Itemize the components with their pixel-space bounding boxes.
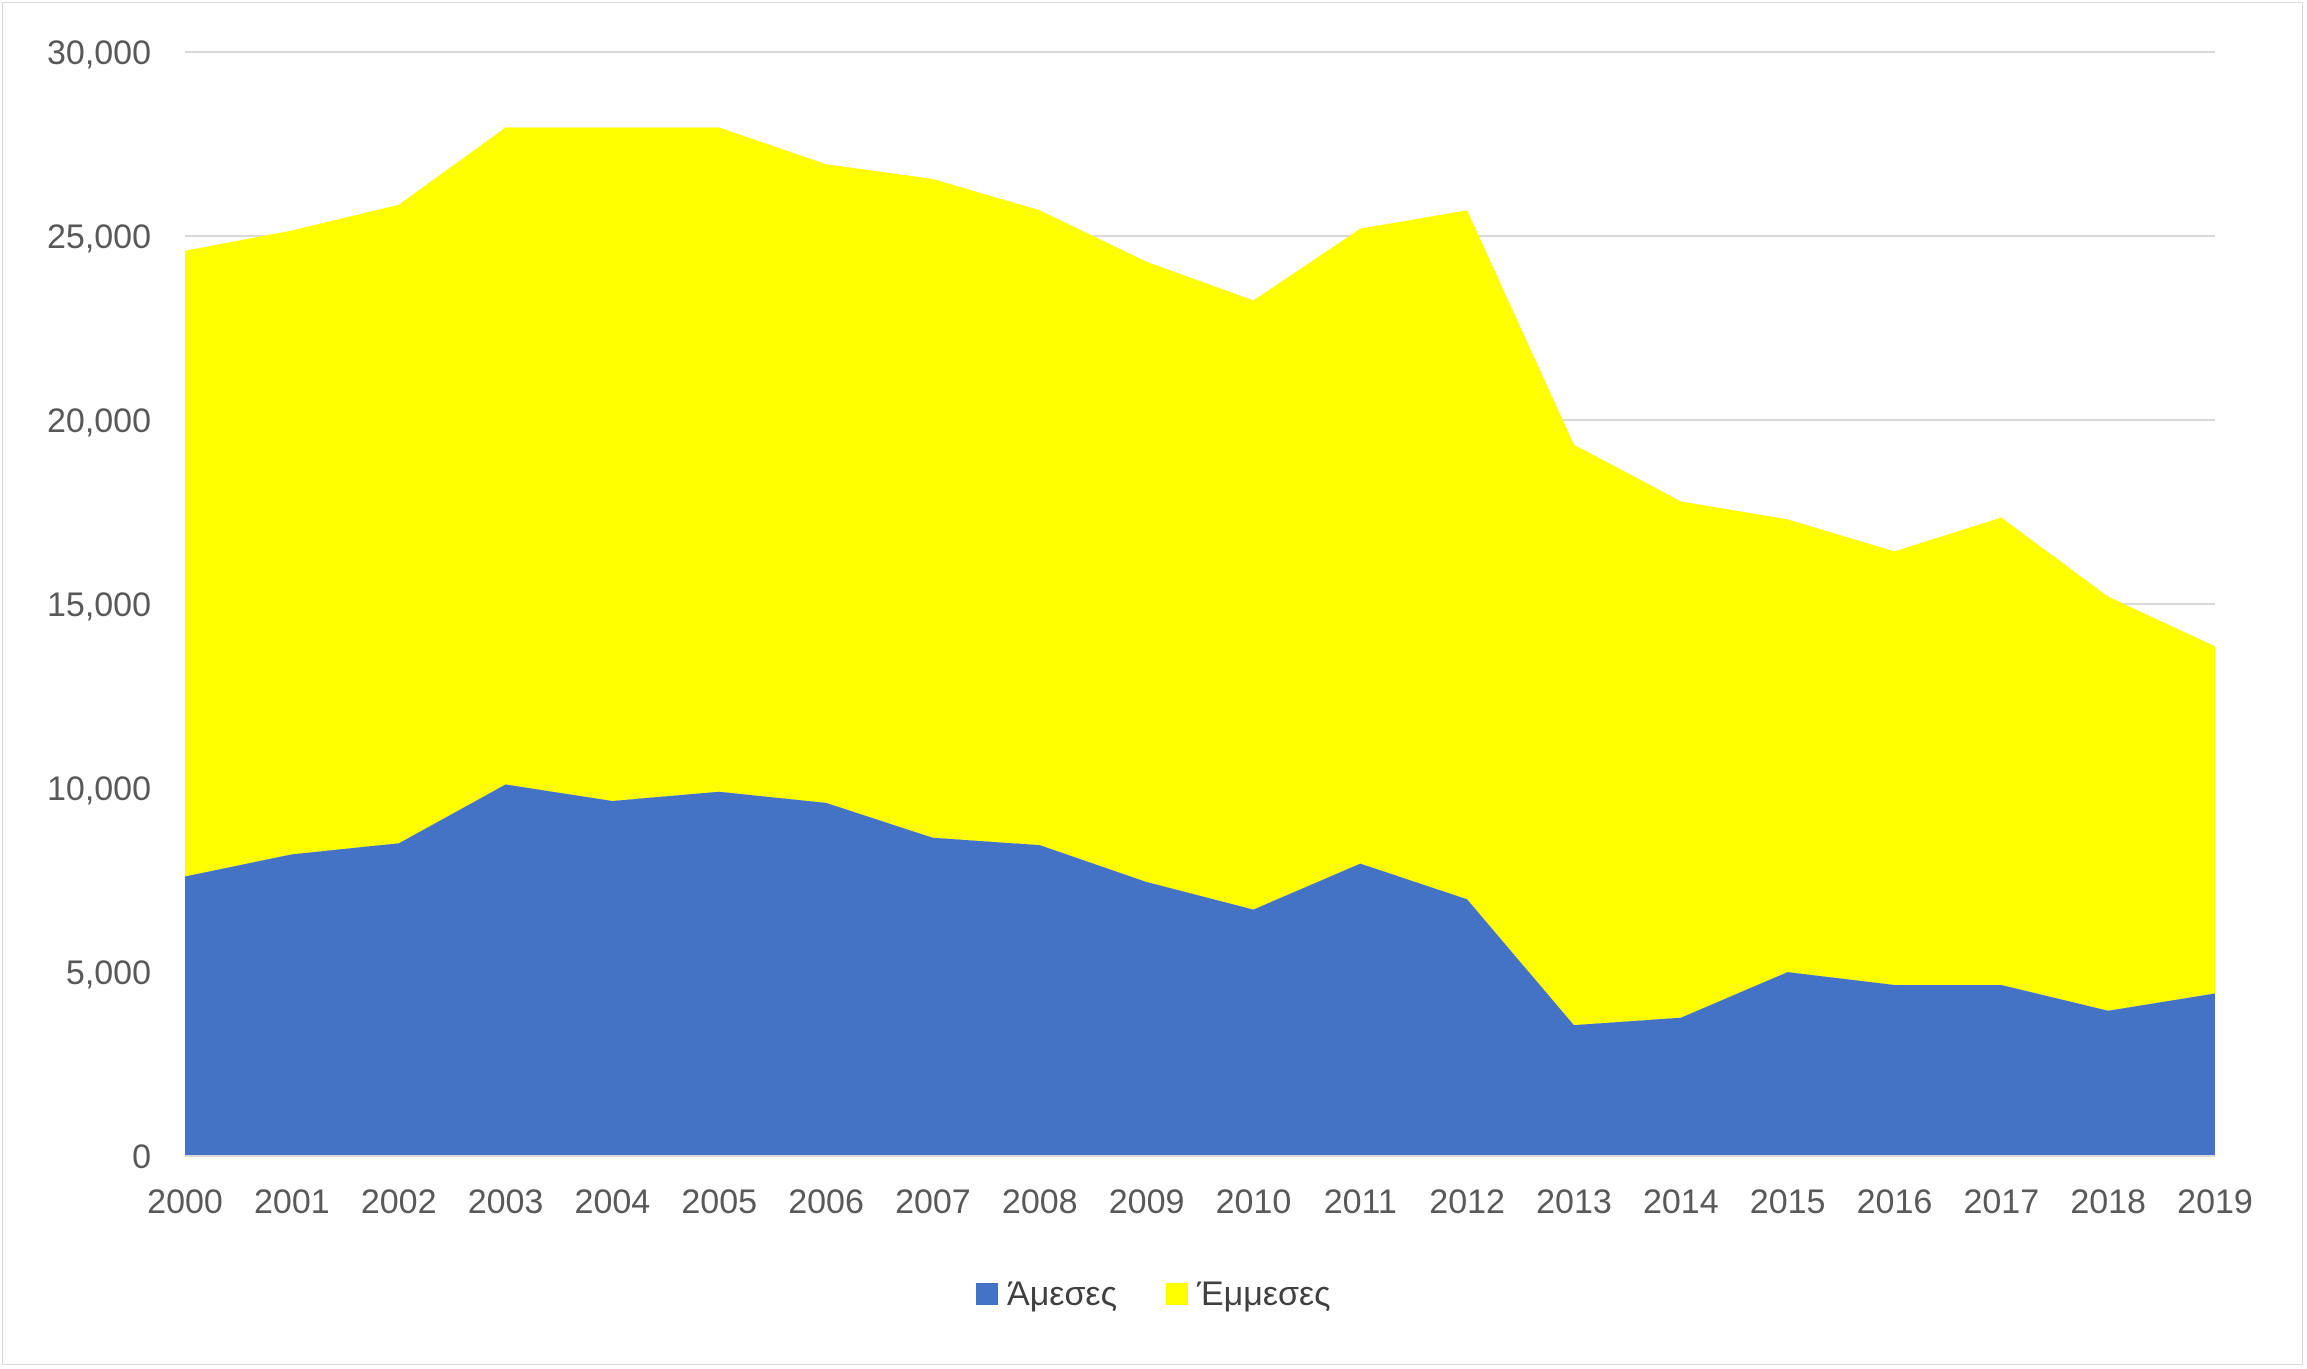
legend-label-direct: Άμεσες — [1007, 1275, 1117, 1313]
x-tick-label: 2016 — [1857, 1183, 1933, 1221]
x-tick-label: 2007 — [895, 1183, 971, 1221]
x-tick-label: 2000 — [147, 1183, 223, 1221]
x-tick-label: 2014 — [1643, 1183, 1719, 1221]
stacked-area-chart: 0 5,000 10,000 15,000 20,000 25,000 30,000 200… — [47, 34, 2253, 1313]
legend-swatch-indirect — [1166, 1283, 1188, 1305]
x-tick-label: 2013 — [1536, 1183, 1612, 1221]
y-tick-label: 25,000 — [47, 218, 151, 256]
y-tick-label: 5,000 — [66, 954, 151, 992]
area-series-layer — [185, 127, 2215, 1157]
area-series-direct — [185, 784, 2215, 1156]
y-tick-label: 15,000 — [47, 586, 151, 624]
x-tick-label: 2019 — [2177, 1183, 2253, 1221]
legend-swatch-direct — [976, 1283, 998, 1305]
x-tick-label: 2002 — [361, 1183, 437, 1221]
y-tick-label: 30,000 — [47, 34, 151, 72]
x-tick-label: 2005 — [681, 1183, 757, 1221]
x-tick-label: 2001 — [254, 1183, 330, 1221]
x-tick-label: 2012 — [1429, 1183, 1505, 1221]
x-tick-label: 2006 — [788, 1183, 864, 1221]
x-tick-label: 2011 — [1324, 1183, 1397, 1221]
x-tick-label: 2004 — [575, 1183, 651, 1221]
x-tick-label: 2018 — [2070, 1183, 2146, 1221]
x-tick-label: 2017 — [1963, 1183, 2039, 1221]
x-tick-label: 2009 — [1109, 1183, 1185, 1221]
legend-label-indirect: Έμμεσες — [1196, 1275, 1331, 1313]
legend: Άμεσες Έμμεσες — [976, 1275, 1331, 1313]
y-axis-ticks: 0 5,000 10,000 15,000 20,000 25,000 30,000 — [47, 34, 151, 1176]
x-tick-label: 2010 — [1216, 1183, 1292, 1221]
x-tick-label: 2015 — [1750, 1183, 1826, 1221]
y-tick-label: 20,000 — [47, 402, 151, 440]
x-axis-ticks: 2000 2001 2002 2003 2004 2005 2006 2007 2008 2009… — [147, 1183, 2253, 1221]
area-series-indirect — [185, 127, 2215, 1025]
y-tick-label: 0 — [132, 1138, 151, 1176]
y-tick-label: 10,000 — [47, 770, 151, 808]
x-tick-label: 2008 — [1002, 1183, 1078, 1221]
x-tick-label: 2003 — [468, 1183, 544, 1221]
